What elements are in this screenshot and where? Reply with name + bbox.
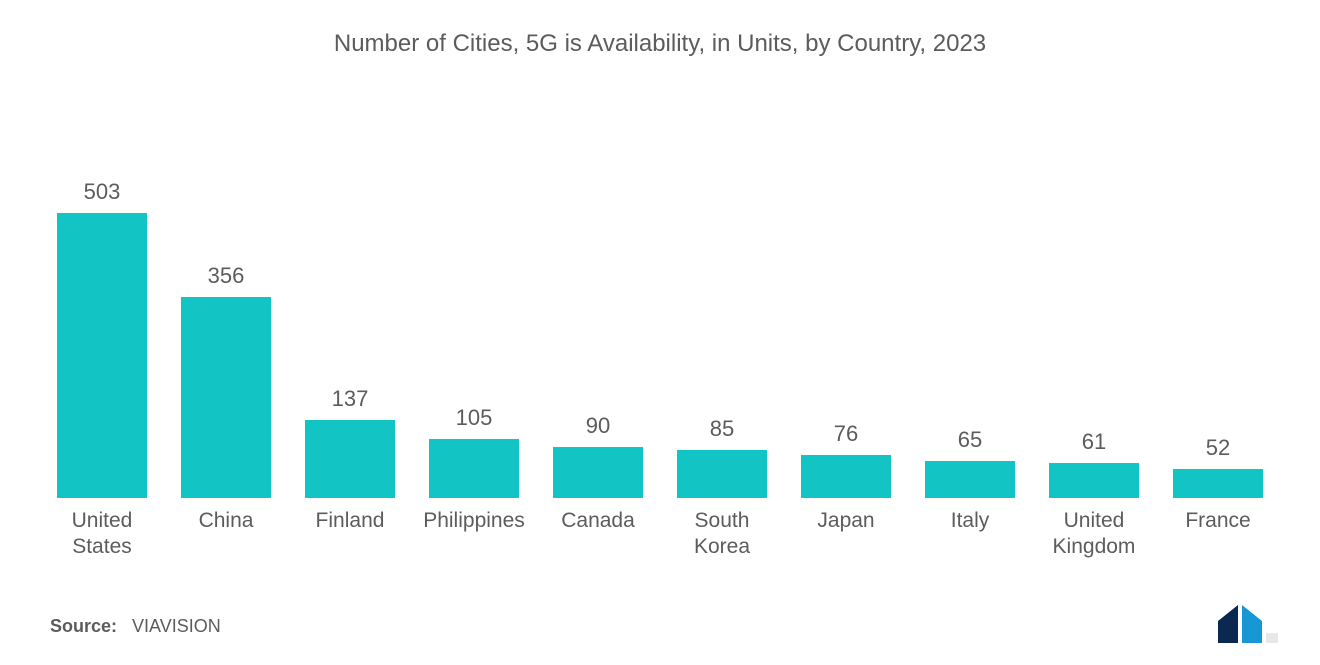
bar [801, 455, 890, 498]
x-axis-label: Italy [908, 508, 1032, 561]
bar-slot: 356 [164, 118, 288, 498]
x-axis-label: Philippines [412, 508, 536, 561]
bar-value-label: 90 [586, 413, 610, 439]
source-label: Source: [50, 616, 117, 636]
bar [57, 213, 146, 498]
bar-slot: 105 [412, 118, 536, 498]
x-axis-labels: United StatesChinaFinlandPhilippinesCana… [40, 508, 1280, 561]
bar-value-label: 503 [84, 179, 121, 205]
bar-value-label: 105 [456, 405, 493, 431]
x-axis-label: United Kingdom [1032, 508, 1156, 561]
x-axis-label: Finland [288, 508, 412, 561]
x-axis-label: South Korea [660, 508, 784, 561]
bar [1173, 469, 1262, 498]
bar-value-label: 76 [834, 421, 858, 447]
x-axis-label: United States [40, 508, 164, 561]
bar-value-label: 65 [958, 427, 982, 453]
bar-slot: 61 [1032, 118, 1156, 498]
bar-value-label: 61 [1082, 429, 1106, 455]
x-axis-label: Japan [784, 508, 908, 561]
bar [1049, 463, 1138, 498]
bar [925, 461, 1014, 498]
bar-slot: 90 [536, 118, 660, 498]
bar-value-label: 356 [208, 263, 245, 289]
bar-slot: 65 [908, 118, 1032, 498]
bar-slot: 85 [660, 118, 784, 498]
bar-slot: 137 [288, 118, 412, 498]
bar-value-label: 137 [332, 386, 369, 412]
bar [429, 439, 518, 498]
bar [553, 447, 642, 498]
chart-container: Number of Cities, 5G is Availability, in… [0, 0, 1320, 665]
x-axis-label: Canada [536, 508, 660, 561]
bar-plot-area: 503 356 137 105 90 85 76 65 61 52 [40, 118, 1280, 498]
bar-value-label: 52 [1206, 435, 1230, 461]
x-axis-label: France [1156, 508, 1280, 561]
bar [305, 420, 394, 498]
bar-slot: 52 [1156, 118, 1280, 498]
chart-title: Number of Cities, 5G is Availability, in… [40, 20, 1280, 118]
x-axis-label: China [164, 508, 288, 561]
bar-slot: 76 [784, 118, 908, 498]
bar [181, 297, 270, 499]
bar-value-label: 85 [710, 416, 734, 442]
bar [677, 450, 766, 498]
source-name: VIAVISION [132, 616, 221, 636]
bar-slot: 503 [40, 118, 164, 498]
source-line: Source: VIAVISION [50, 616, 221, 637]
brand-logo-icon [1216, 603, 1280, 645]
